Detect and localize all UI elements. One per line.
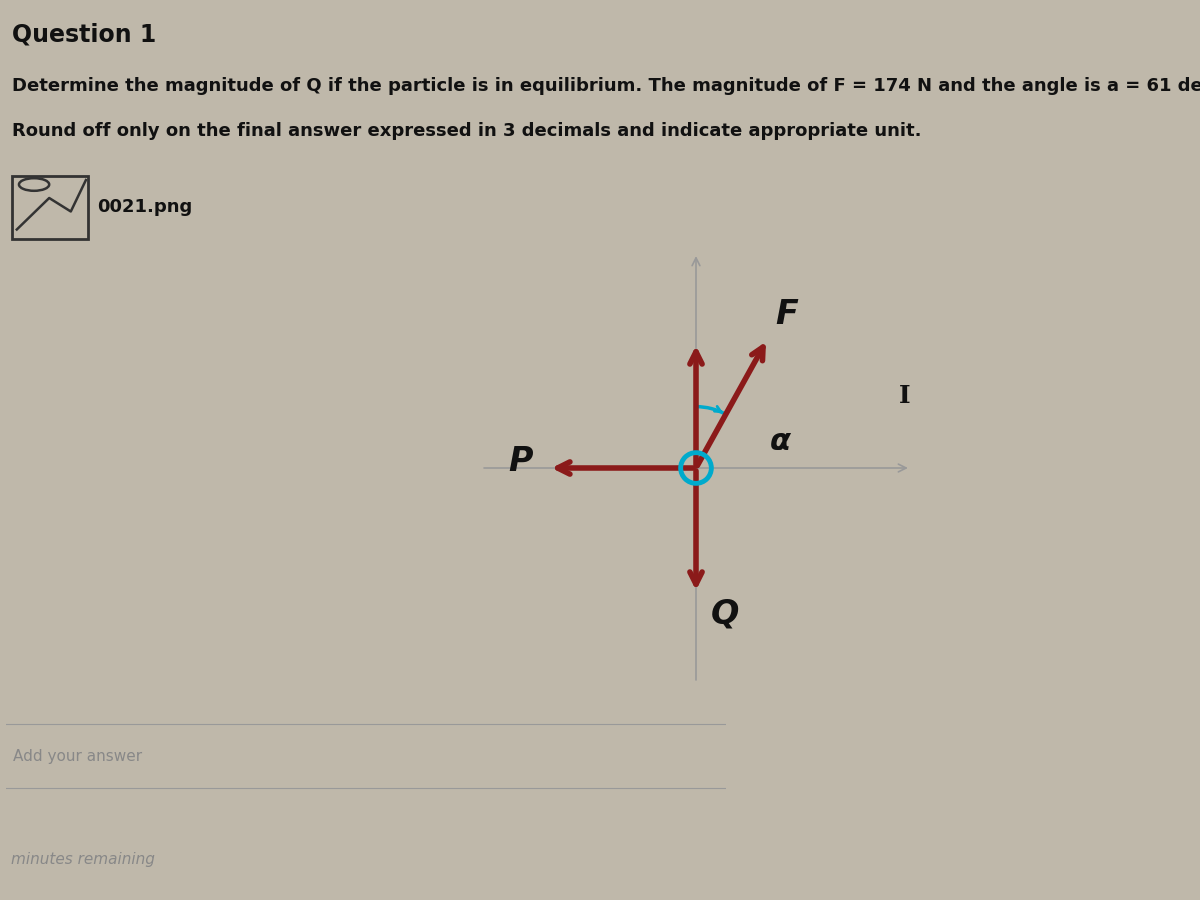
Text: Question 1: Question 1 <box>12 22 156 47</box>
Text: I: I <box>899 384 911 409</box>
Text: F: F <box>775 298 798 331</box>
Text: Determine the magnitude of Q if the particle is in equilibrium. The magnitude of: Determine the magnitude of Q if the part… <box>12 76 1200 94</box>
Text: minutes remaining: minutes remaining <box>11 852 155 867</box>
Text: Add your answer: Add your answer <box>13 749 143 763</box>
Text: P: P <box>508 446 533 479</box>
Text: α: α <box>769 427 791 456</box>
Text: 0021.png: 0021.png <box>97 198 192 216</box>
Text: Round off only on the final answer expressed in 3 decimals and indicate appropri: Round off only on the final answer expre… <box>12 122 922 140</box>
Bar <box>12 176 88 238</box>
Text: Q: Q <box>710 598 739 630</box>
